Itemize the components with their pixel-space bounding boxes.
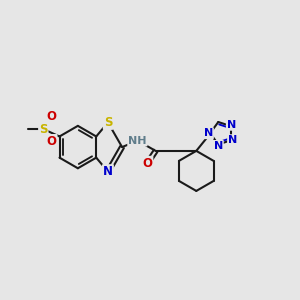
Text: N: N bbox=[103, 165, 113, 178]
Text: N: N bbox=[228, 135, 237, 145]
Text: O: O bbox=[46, 110, 57, 123]
Text: S: S bbox=[39, 123, 48, 136]
Text: N: N bbox=[214, 141, 223, 151]
Text: O: O bbox=[142, 157, 152, 170]
Text: N: N bbox=[204, 128, 213, 138]
Text: N: N bbox=[227, 120, 236, 130]
Text: O: O bbox=[46, 135, 57, 148]
Text: NH: NH bbox=[128, 136, 147, 146]
Text: S: S bbox=[104, 116, 112, 129]
